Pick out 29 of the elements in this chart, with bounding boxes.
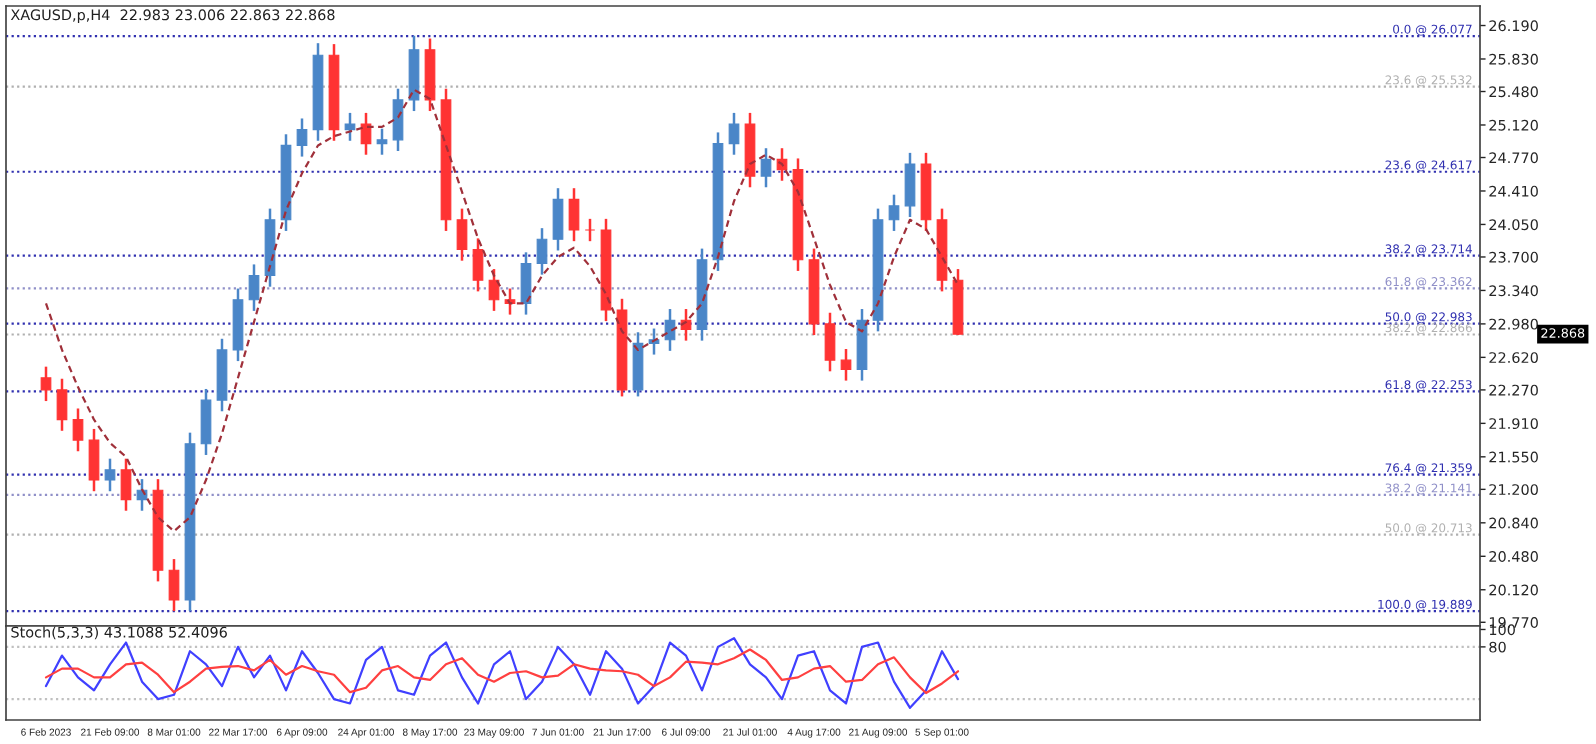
candlestick xyxy=(392,87,404,153)
candlestick xyxy=(56,377,68,433)
candlestick xyxy=(200,387,212,457)
candlestick xyxy=(120,457,132,512)
candlestick xyxy=(584,217,596,243)
candlestick xyxy=(824,311,836,373)
candlestick xyxy=(72,407,84,453)
candlestick xyxy=(168,557,180,613)
candlestick xyxy=(904,151,916,219)
candlestick xyxy=(88,427,100,493)
candlestick xyxy=(552,186,564,252)
candlestick xyxy=(104,457,116,493)
candlestick xyxy=(728,111,740,156)
candlestick xyxy=(632,331,644,398)
candlestick xyxy=(456,207,468,262)
candlestick xyxy=(888,193,900,233)
candlestick xyxy=(40,365,52,403)
candlestick xyxy=(568,186,580,243)
candlestick xyxy=(536,226,548,276)
candlestick xyxy=(760,146,772,189)
candlestick xyxy=(840,347,852,382)
candlestick xyxy=(376,127,388,156)
line-series xyxy=(44,637,960,709)
candlestick xyxy=(472,237,484,293)
candlestick xyxy=(248,263,260,313)
candlestick xyxy=(360,111,372,156)
candlestick xyxy=(344,111,356,143)
line-series xyxy=(44,648,960,695)
candlestick xyxy=(296,117,308,158)
